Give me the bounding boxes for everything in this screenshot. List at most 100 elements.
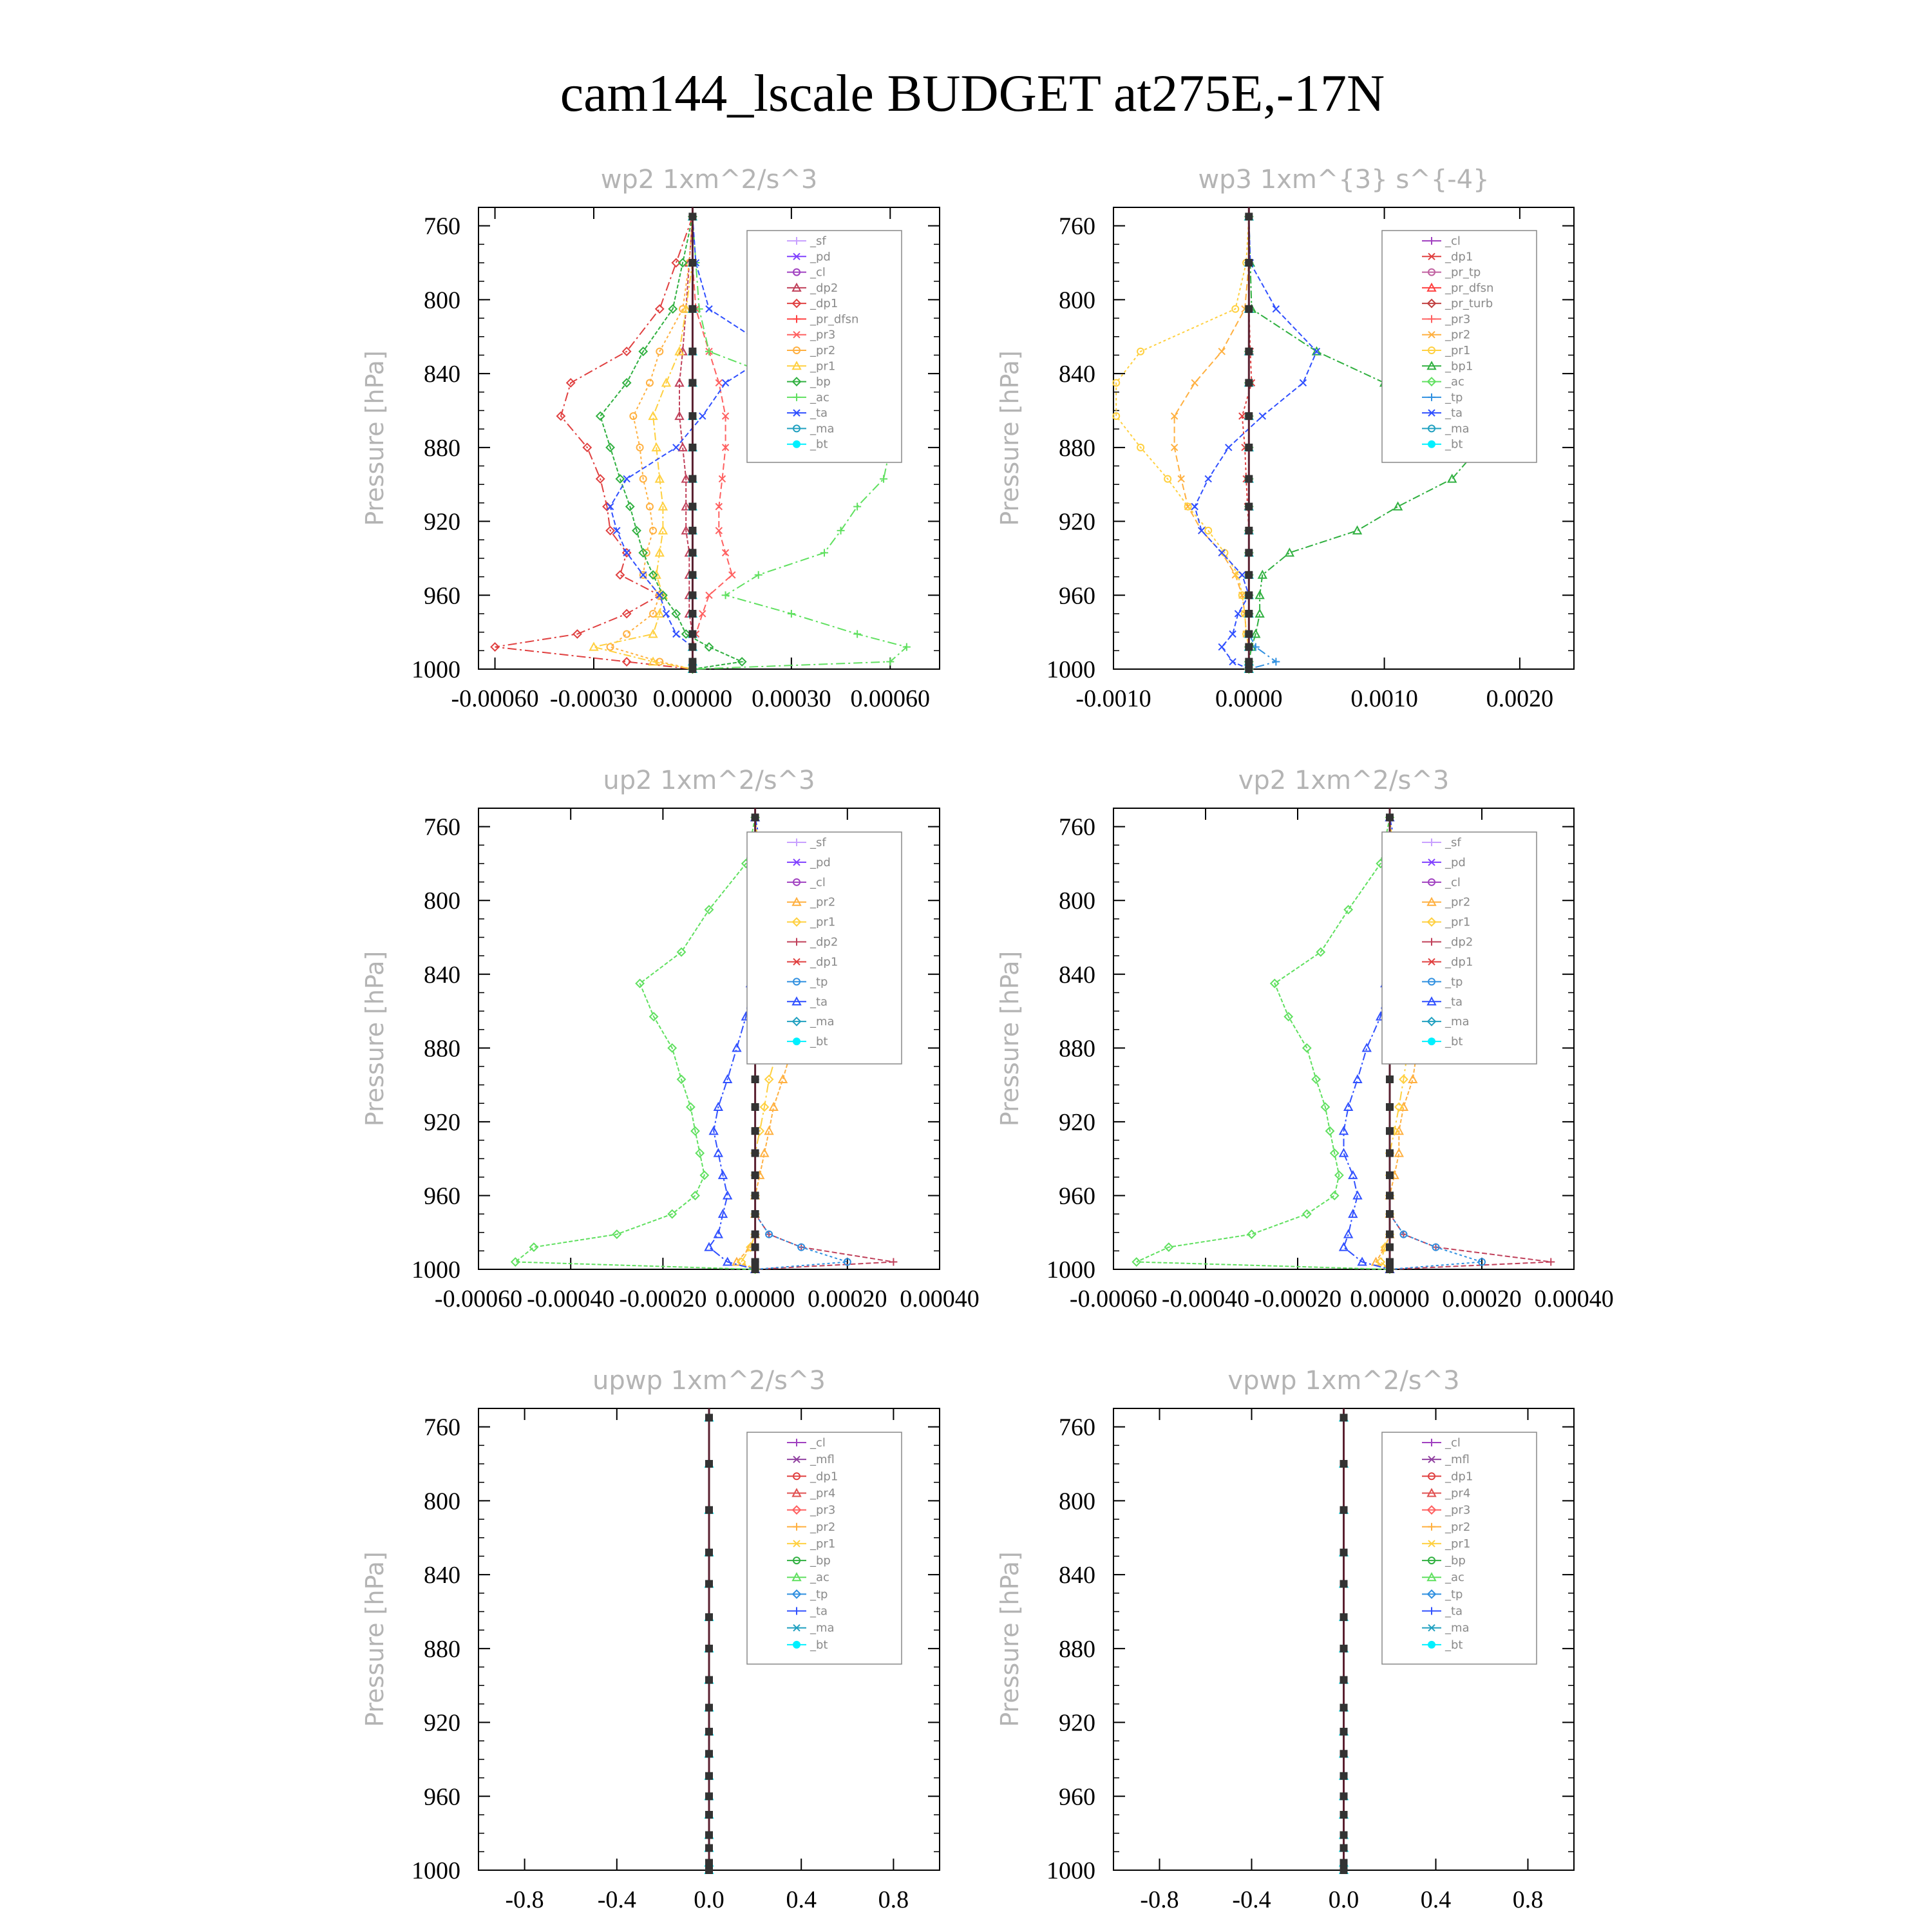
y-tick-label: 1000	[1046, 656, 1095, 683]
data-point	[589, 641, 599, 651]
data-point	[639, 571, 647, 579]
panel-1: wp2 1xm^2/s^3 Pressure [hPa] 760 800 840 880 9…	[361, 165, 940, 712]
legend-entry: _ac	[1422, 1571, 1464, 1584]
zero-marker	[705, 1580, 713, 1588]
data-point	[1229, 658, 1236, 666]
data-point	[1112, 412, 1121, 421]
legend-entry: _tp	[1422, 1587, 1463, 1601]
legend-entry: _dp2	[787, 281, 838, 295]
zero-marker	[1340, 1866, 1348, 1874]
legend-label: _ta	[810, 406, 828, 420]
legend: _cl _dp1 _pr_tp _pr_dfsn _pr_turb _pr3 _pr2 _pr…	[1381, 230, 1537, 463]
data-point	[713, 1148, 724, 1157]
legend-label: _ma	[1444, 1015, 1470, 1028]
y-tick-label: 800	[424, 287, 460, 314]
data-point	[717, 1170, 728, 1179]
zero-marker	[1245, 475, 1253, 483]
zero-marker	[705, 1727, 713, 1736]
data-point	[837, 526, 845, 535]
data-point	[737, 657, 747, 667]
zero-marker	[1245, 526, 1253, 535]
data-point	[681, 525, 691, 535]
zero-marker	[1245, 665, 1253, 673]
data-point	[1164, 475, 1172, 483]
x-tick-label: -0.0010	[1075, 685, 1151, 712]
legend-entry: _ma	[787, 1015, 835, 1028]
data-point	[681, 629, 691, 639]
legend-label: _sf	[1444, 836, 1461, 849]
data-point	[1392, 501, 1403, 511]
zero-marker	[1340, 1859, 1348, 1867]
y-tick-label: 800	[1059, 887, 1095, 914]
y-axis-label: Pressure [hPa]	[996, 350, 1024, 526]
panel-title: vp2 1xm^2/s^3	[1238, 766, 1450, 795]
legend-label: _pr3	[810, 328, 835, 342]
data-point	[632, 526, 641, 536]
zero-marker	[1386, 1230, 1394, 1238]
legend-label: _ac	[1444, 1571, 1464, 1584]
data-point	[1302, 1043, 1312, 1053]
y-tick-label: 840	[424, 361, 460, 388]
data-point	[704, 1242, 714, 1251]
y-tick-label: 840	[1059, 1562, 1095, 1589]
legend-entry: _bp	[787, 375, 831, 389]
legend-entry: _mfl	[787, 1453, 835, 1466]
y-tick-label: 960	[1059, 582, 1095, 609]
legend-entry: _pd	[787, 250, 831, 263]
legend-label: _dp1	[1444, 250, 1473, 263]
data-point	[635, 978, 645, 989]
legend-label: _dp1	[810, 297, 838, 310]
zero-marker	[688, 259, 697, 267]
data-point	[699, 610, 706, 618]
zero-marker	[751, 813, 759, 822]
panel-4: vp2 1xm^2/s^3 Pressure [hPa] 760 800 840 880 9…	[996, 766, 1614, 1312]
data-point	[1302, 1209, 1312, 1219]
data-point	[765, 1230, 773, 1238]
legend-label: _tp	[1444, 391, 1463, 404]
y-tick-label: 920	[1059, 509, 1095, 536]
legend-entry: _cl	[787, 266, 826, 279]
x-tick-label: -0.00020	[619, 1285, 706, 1312]
zero-marker	[688, 213, 697, 221]
data-point	[656, 591, 663, 599]
data-point	[1299, 379, 1307, 387]
zero-marker	[1245, 213, 1253, 221]
data-point	[699, 412, 706, 420]
zero-marker	[705, 1792, 713, 1801]
y-axis-label: Pressure [hPa]	[361, 350, 389, 526]
x-tick-label: 0.4	[1421, 1886, 1452, 1913]
data-point	[704, 905, 714, 914]
legend-label: _pr2	[810, 896, 835, 909]
data-point	[787, 609, 795, 618]
data-point	[1184, 502, 1192, 511]
x-tick-label: -0.00040	[1162, 1285, 1249, 1312]
y-tick-label: 960	[424, 1182, 460, 1209]
series-line	[1194, 216, 1318, 670]
y-tick-label: 920	[424, 509, 460, 536]
legend-label: _ma	[810, 1622, 835, 1635]
zero-marker	[1245, 412, 1253, 421]
data-point	[676, 1074, 687, 1084]
series-line	[1248, 216, 1480, 669]
data-point	[1218, 643, 1226, 651]
legend-label: _pr1	[810, 1537, 835, 1551]
zero-marker	[751, 1149, 759, 1157]
legend-label: _pr3	[810, 1504, 835, 1517]
y-tick-label: 840	[424, 961, 460, 989]
data-point	[1447, 473, 1457, 483]
zero-marker	[688, 630, 697, 638]
data-point	[1112, 379, 1121, 387]
y-tick-label: 880	[424, 1636, 460, 1663]
legend-label: _bt	[1444, 1035, 1463, 1048]
data-point	[1343, 1229, 1354, 1238]
data-point	[722, 1256, 733, 1266]
legend-label: _ac	[810, 1571, 829, 1584]
legend-label: _dp1	[1444, 955, 1473, 969]
legend-entry: _pr1	[1422, 916, 1470, 929]
data-point	[718, 475, 726, 483]
data-point	[1352, 1074, 1363, 1084]
zero-marker	[1245, 591, 1253, 600]
data-point	[1348, 1170, 1358, 1179]
zero-marker	[751, 1103, 759, 1111]
data-point	[621, 609, 632, 619]
